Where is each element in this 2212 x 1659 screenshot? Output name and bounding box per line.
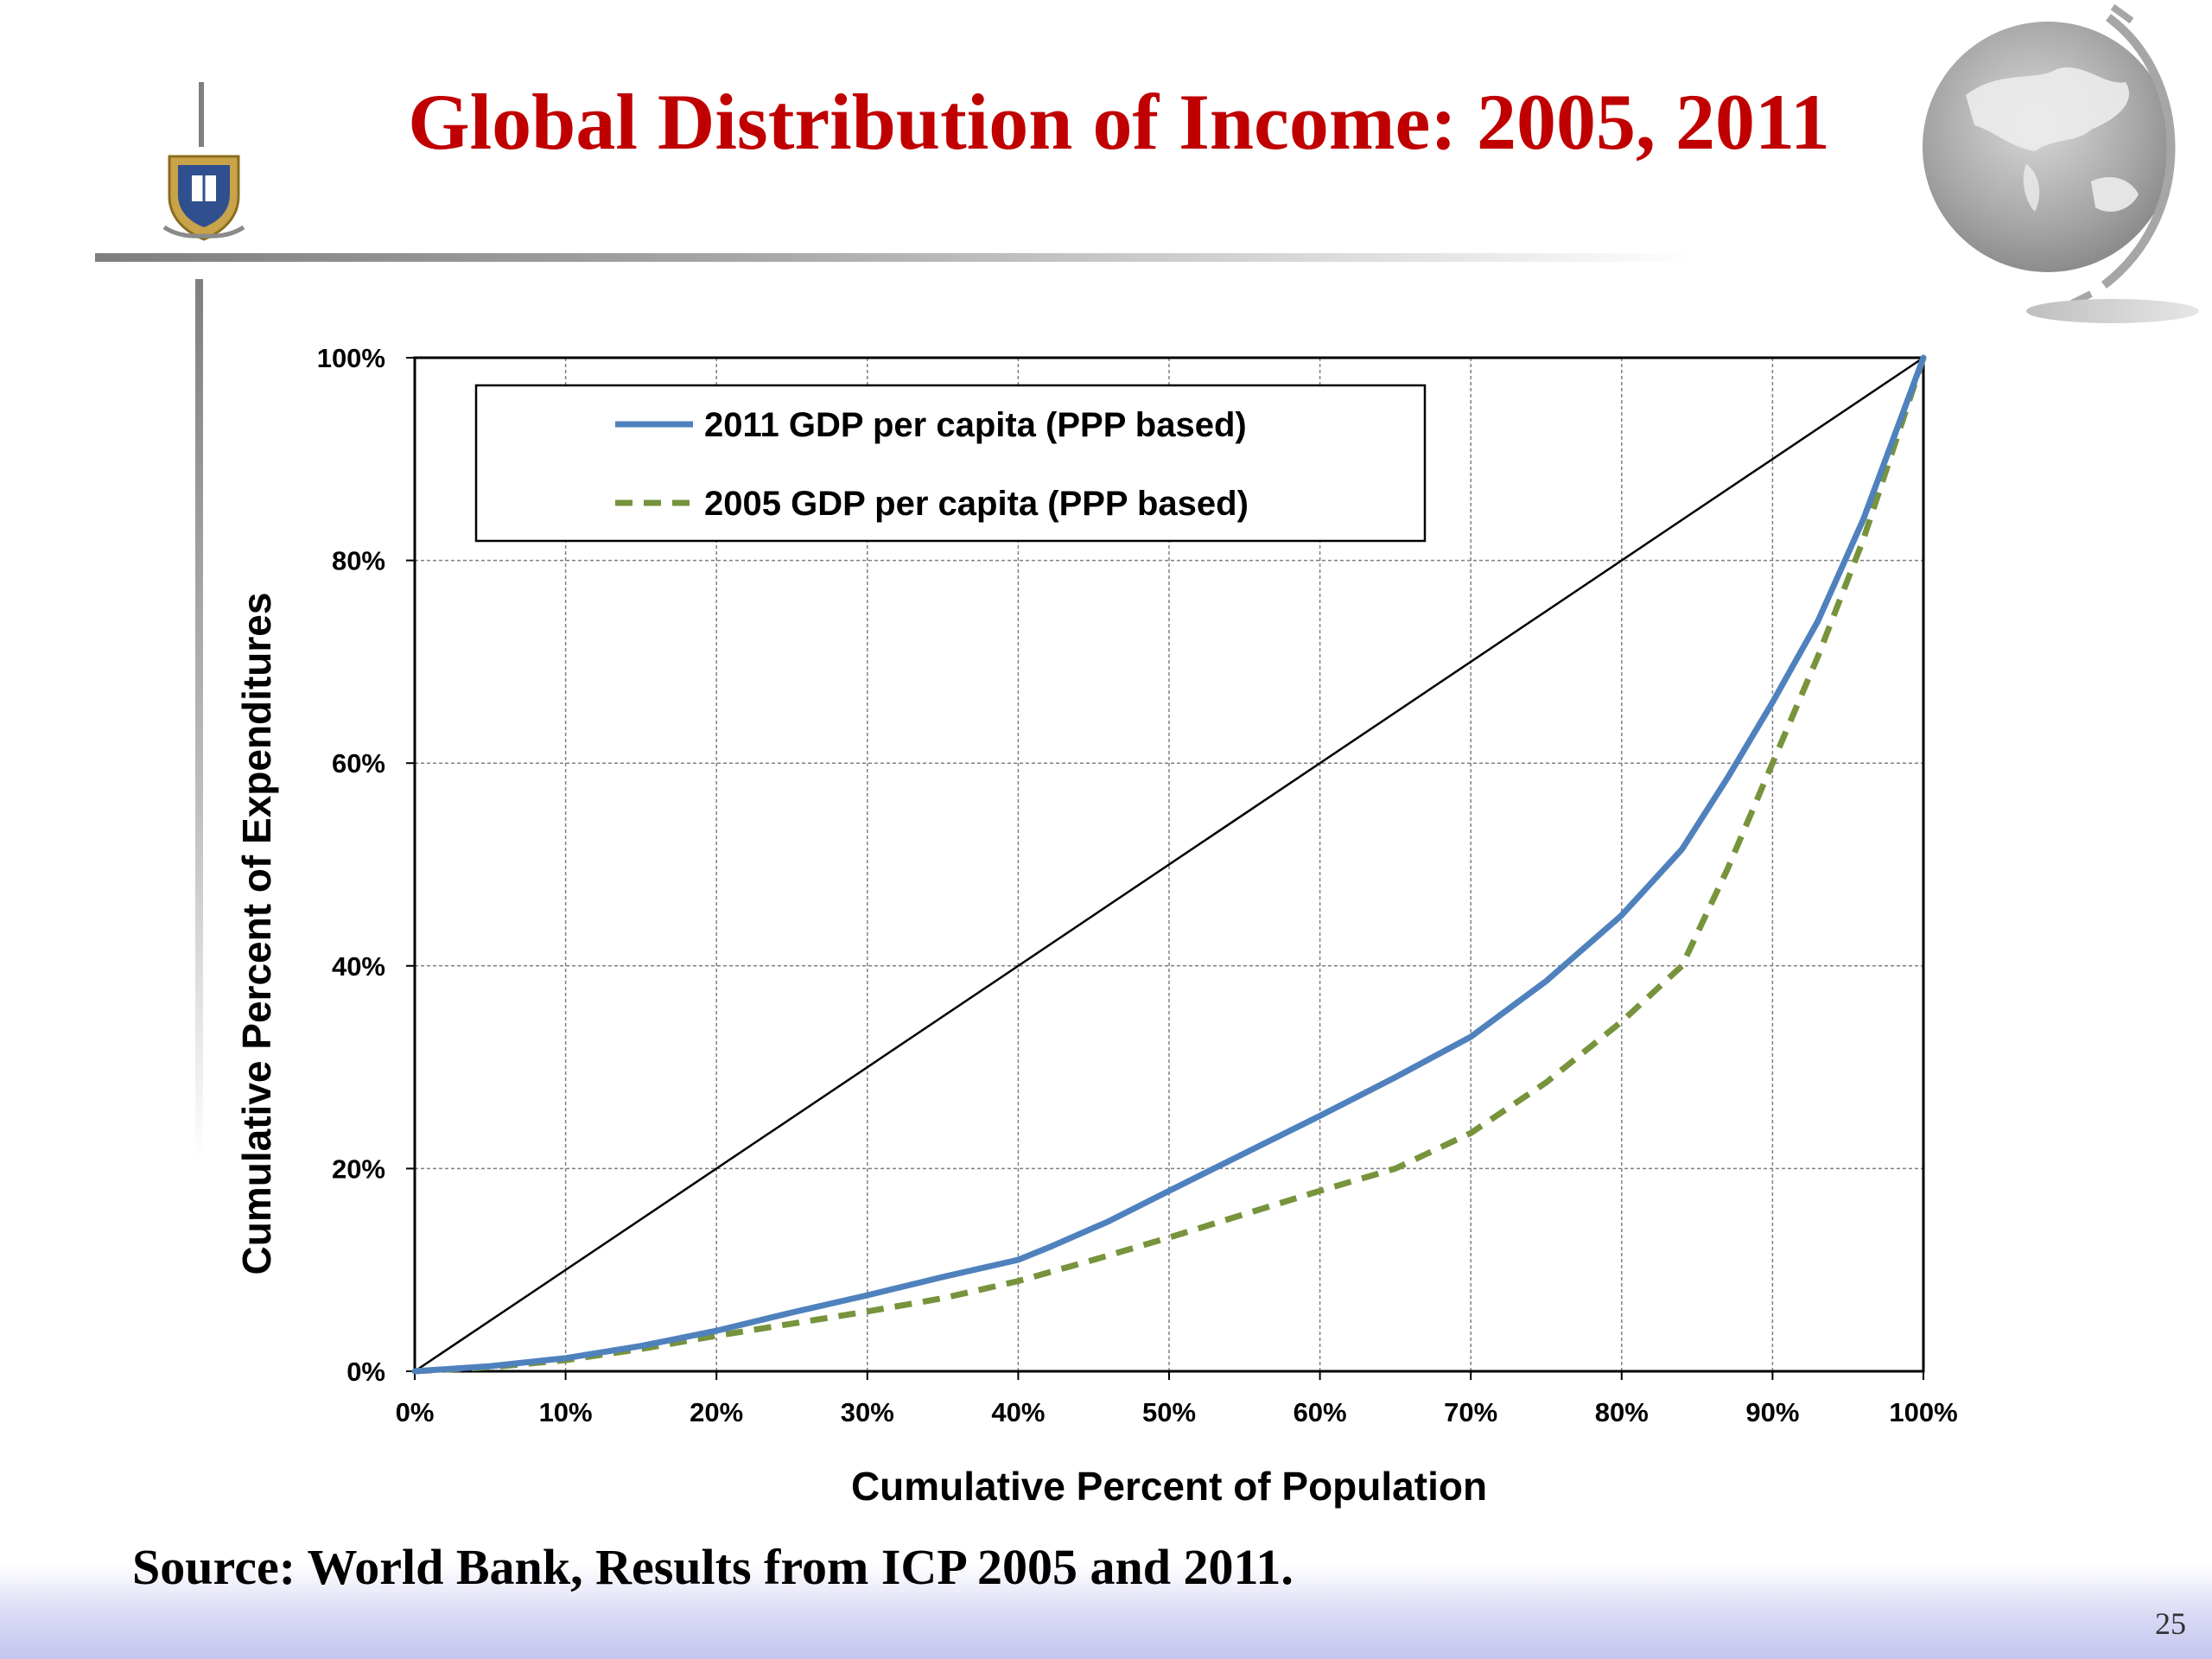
x-tick-label: 40% bbox=[991, 1397, 1045, 1427]
series-line-2011 bbox=[411, 354, 1927, 1375]
legend-label: 2005 GDP per capita (PPP based) bbox=[704, 485, 1249, 523]
y-axis-title: Cumulative Percent of Expenditures bbox=[234, 593, 279, 1275]
title-divider bbox=[95, 253, 1694, 262]
footer-band bbox=[0, 1564, 2212, 1659]
globe-icon bbox=[1923, 3, 2199, 323]
x-tick-label: 50% bbox=[1142, 1397, 1196, 1427]
x-tick-label: 70% bbox=[1444, 1397, 1497, 1427]
legend-box bbox=[474, 384, 1427, 543]
x-tick-label: 90% bbox=[1745, 1397, 1799, 1427]
chart-legend: 2011 GDP per capita (PPP based) 2005 GDP … bbox=[474, 384, 1427, 543]
y-tick-label: 40% bbox=[332, 951, 385, 982]
x-tick-label: 30% bbox=[841, 1397, 894, 1427]
x-axis-title: Cumulative Percent of Population bbox=[851, 1464, 1487, 1509]
university-crest-icon bbox=[162, 155, 245, 241]
x-tick-label: 20% bbox=[690, 1397, 743, 1427]
y-tick-label: 0% bbox=[346, 1357, 385, 1387]
x-tick-label: 100% bbox=[1889, 1397, 1957, 1427]
y-tick-label: 60% bbox=[332, 748, 385, 779]
y-tick-label: 100% bbox=[317, 343, 385, 373]
x-tick-label: 80% bbox=[1595, 1397, 1649, 1427]
vertical-accent-top bbox=[199, 82, 204, 147]
slide-title: Global Distribution of Income: 2005, 201… bbox=[408, 78, 1830, 166]
chart-series bbox=[411, 354, 1927, 1375]
axis-ticks: 0% 10% 20% 30% 40% 50% 60% 70% 80% 90% 100% 0% 20% 40… bbox=[317, 343, 1958, 1427]
y-tick-label: 80% bbox=[332, 546, 385, 576]
equality-line bbox=[414, 356, 1924, 1373]
source-note: Source: World Bank, Results from ICP 200… bbox=[132, 1539, 1294, 1595]
legend-label: 2011 GDP per capita (PPP based) bbox=[704, 406, 1247, 444]
x-tick-label: 60% bbox=[1294, 1397, 1347, 1427]
vertical-divider bbox=[195, 279, 203, 1160]
chart-grid bbox=[415, 358, 1923, 1371]
x-tick-label: 0% bbox=[396, 1397, 435, 1427]
x-tick-label: 10% bbox=[539, 1397, 593, 1427]
page-number: 25 bbox=[2155, 1606, 2186, 1641]
y-tick-label: 20% bbox=[332, 1154, 385, 1184]
